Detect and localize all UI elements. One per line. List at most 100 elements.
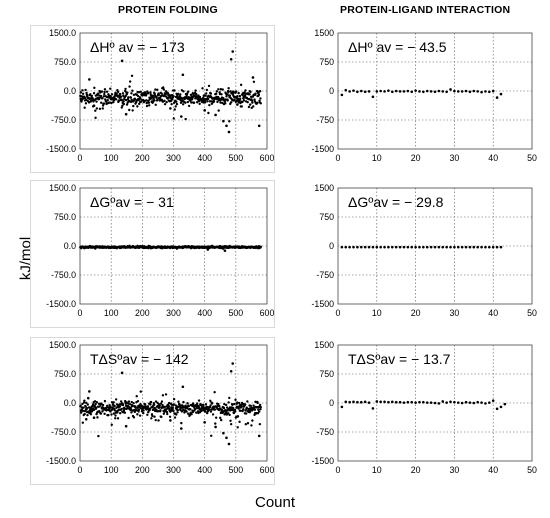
data-point [249, 90, 252, 94]
data-point [229, 57, 233, 61]
data-point [82, 401, 86, 404]
data-point [143, 403, 147, 406]
data-point [121, 92, 125, 95]
y-tick-label: 1500.0 [49, 340, 76, 350]
x-tick-label: 50 [527, 308, 537, 318]
average-annotation: ΔHº av = − 173 [90, 39, 185, 55]
x-tick-label: 40 [488, 308, 498, 318]
chart-t-delta-s-folding: 1500.0 750.0 0.0 -750.0 -1500.00 100 200 300 400… [30, 337, 275, 485]
data-point [464, 245, 468, 249]
data-point [472, 401, 476, 405]
average-annotation: TΔSºav = − 142 [90, 351, 189, 367]
data-points [340, 399, 507, 411]
data-point [257, 124, 261, 128]
data-point [82, 406, 85, 409]
data-point [152, 96, 156, 99]
data-point [379, 245, 382, 249]
data-point [181, 73, 185, 77]
data-point [113, 404, 116, 408]
data-point [464, 400, 468, 404]
data-point [154, 418, 157, 422]
data-point [387, 89, 390, 92]
data-point [203, 421, 206, 424]
data-point [215, 90, 219, 93]
data-point [418, 400, 421, 404]
data-point [453, 89, 456, 93]
x-tick-label: 300 [166, 308, 181, 318]
data-point [201, 403, 205, 407]
data-point [394, 245, 398, 249]
data-point [172, 397, 176, 401]
data-point [445, 245, 448, 249]
data-point [240, 405, 243, 409]
x-tick-label: 600 [260, 153, 275, 163]
data-point [193, 409, 196, 412]
data-point [157, 93, 161, 97]
data-point [92, 104, 96, 107]
data-point [198, 102, 201, 106]
data-point [118, 405, 122, 408]
data-point [445, 401, 448, 404]
data-point [256, 101, 259, 105]
data-point [105, 90, 109, 93]
data-point [165, 100, 168, 104]
data-point [348, 90, 351, 93]
data-point [119, 93, 122, 96]
data-point [206, 100, 209, 103]
data-point [101, 104, 105, 107]
data-point [208, 103, 211, 107]
data-point [203, 109, 206, 112]
data-point [181, 385, 185, 389]
x-tick-label: 100 [104, 153, 119, 163]
data-point [139, 90, 142, 94]
data-point [236, 426, 239, 429]
y-tick-label: 1500 [314, 183, 334, 193]
data-point [85, 406, 89, 410]
data-point [245, 407, 249, 410]
y-tick-label: -750.0 [51, 427, 76, 437]
data-point [103, 399, 107, 403]
data-point [172, 403, 176, 406]
data-point [468, 245, 472, 249]
y-tick-label: 1500 [314, 28, 334, 38]
data-point [209, 92, 213, 95]
data-point [161, 404, 164, 407]
data-point [155, 96, 158, 100]
data-point [259, 102, 262, 105]
data-point [213, 390, 216, 394]
data-point [176, 408, 180, 412]
data-point [232, 407, 235, 410]
data-point [185, 410, 188, 413]
data-point [367, 90, 371, 93]
data-point [214, 416, 218, 419]
data-point [94, 402, 97, 406]
data-point [228, 413, 231, 417]
data-point [145, 104, 149, 108]
data-point [258, 410, 261, 413]
data-point [156, 98, 159, 101]
x-tick-label: 600 [260, 308, 275, 318]
data-point [132, 416, 136, 419]
data-point [184, 117, 187, 121]
data-point [248, 103, 252, 106]
data-point [252, 404, 255, 407]
data-point [204, 94, 207, 97]
x-tick-label: 50 [527, 465, 537, 475]
data-point [259, 405, 262, 409]
data-point [159, 409, 162, 412]
data-point [154, 88, 157, 91]
data-point [153, 406, 156, 410]
data-point [109, 406, 113, 409]
data-point [348, 400, 351, 404]
data-point [214, 425, 217, 429]
data-point [144, 94, 148, 97]
data-point [101, 403, 105, 407]
data-point [225, 406, 229, 409]
data-point [422, 90, 425, 94]
x-tick-label: 500 [228, 153, 243, 163]
data-point [129, 100, 133, 104]
data-point [238, 94, 242, 98]
data-point [227, 130, 231, 134]
data-point [127, 416, 130, 420]
data-point [123, 411, 127, 414]
